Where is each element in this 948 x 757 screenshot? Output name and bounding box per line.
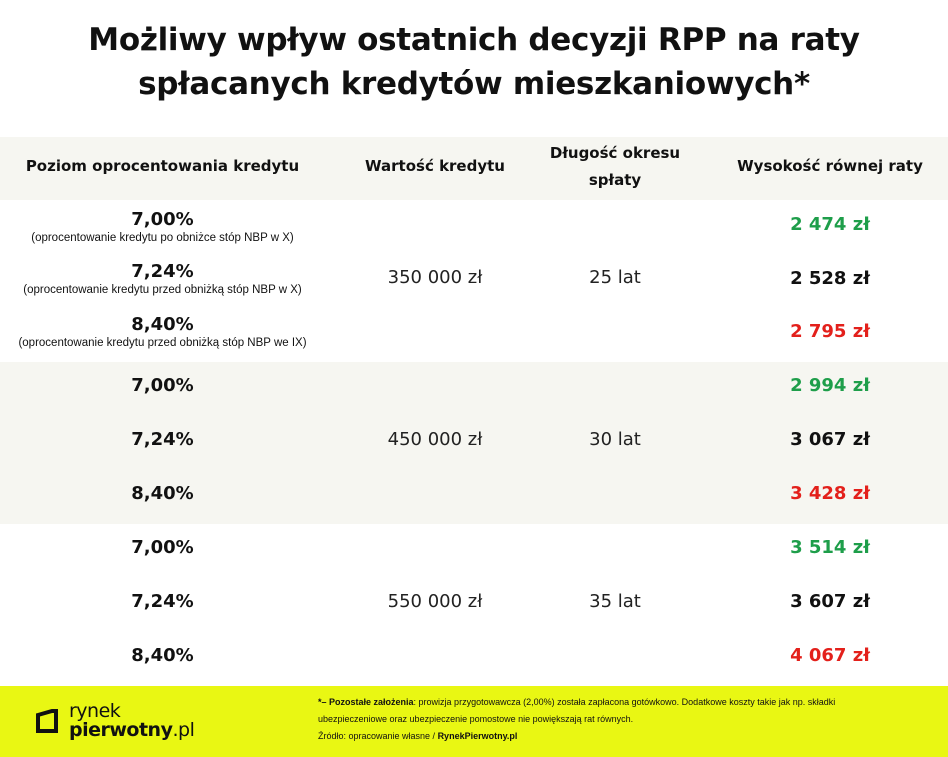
loan-amount: 450 000 zł [387, 429, 483, 450]
logo-brand-suffix: .pl [172, 719, 195, 741]
rate-value: 7,00% [131, 375, 194, 396]
installment-value: 2 474 zł [790, 214, 870, 235]
header-term-line2: spłaty [588, 171, 642, 189]
footnotes: *– Pozostałe założenia: prowizja przygot… [318, 694, 918, 745]
logo-text: rynek pierwotny.pl [69, 700, 195, 741]
table-row-rate: 7,24% [0, 429, 325, 451]
rate-value: 7,24% [131, 591, 194, 612]
logo-line-2: pierwotny.pl [69, 719, 195, 741]
assumptions-text-1: : prowizja przygotowawcza (2,00%) został… [413, 697, 836, 707]
installment-value: 2 994 zł [790, 375, 870, 396]
loan-term: 30 lat [589, 429, 641, 450]
header-amount: Wartość kredytu [365, 157, 505, 175]
footer: rynek pierwotny.pl *– Pozostałe założeni… [0, 686, 948, 757]
rate-value: 8,40% [131, 483, 194, 504]
table-group: 7,00% (oprocentowanie kredytu po obniżce… [0, 200, 948, 362]
table-group: 7,00% 7,24% 8,40% 550 000 zł 35 lat 3 51… [0, 524, 948, 686]
table-row-rate: 8,40% [0, 483, 325, 505]
assumptions-line-2: ubezpieczeniowe oraz ubezpieczenie pomos… [318, 714, 634, 724]
table-group: 7,00% 7,24% 8,40% 450 000 zł 30 lat 2 99… [0, 362, 948, 524]
rate-note: (oprocentowanie kredytu przed obniżką st… [18, 337, 307, 349]
loan-amount: 550 000 zł [387, 591, 483, 612]
rate-value: 7,24% [131, 261, 194, 282]
installment-value: 4 067 zł [790, 645, 870, 666]
table-row-rate: 7,00% (oprocentowanie kredytu po obniżce… [0, 209, 325, 246]
header-installment: Wysokość równej raty [737, 157, 923, 175]
installment-value: 3 514 zł [790, 537, 870, 558]
rate-value: 7,00% [131, 209, 194, 230]
header-rate: Poziom oprocentowania kredytu [25, 157, 300, 175]
table-header: Poziom oprocentowania kredytu Wartość kr… [0, 137, 948, 200]
rate-value: 8,40% [131, 314, 194, 335]
header-term: Długość okresu spłaty [520, 140, 710, 194]
source-label: Źródło: opracowanie własne / [318, 731, 438, 741]
installment-value: 3 067 zł [790, 429, 870, 450]
header-term-line1: Długość okresu [549, 144, 681, 162]
table-row-rate: 7,00% [0, 375, 325, 397]
table-row-rate: 8,40% (oprocentowanie kredytu przed obni… [0, 314, 325, 351]
assumptions-line-1: *– Pozostałe założenia: prowizja przygot… [318, 694, 918, 711]
logo-line-1: rynek [69, 700, 121, 722]
rate-value: 7,00% [131, 537, 194, 558]
installment-value: 3 428 zł [790, 483, 870, 504]
installment-value: 2 795 zł [790, 321, 870, 342]
title-line-2: spłacanych kredytów mieszkaniowych* [138, 66, 810, 102]
table-row-rate: 8,40% [0, 645, 325, 667]
logo-icon [36, 709, 58, 733]
loan-amount: 350 000 zł [387, 267, 483, 288]
table-row-rate: 7,24% [0, 591, 325, 613]
installment-value: 2 528 zł [790, 268, 870, 289]
installment-value: 3 607 zł [790, 591, 870, 612]
rate-note: (oprocentowanie kredytu przed obniżką st… [23, 284, 302, 296]
rate-value: 8,40% [131, 645, 194, 666]
logo-brand-bold: pierwotny [69, 719, 173, 741]
table-row-rate: 7,24% (oprocentowanie kredytu przed obni… [0, 261, 325, 298]
assumptions-label: *– Pozostałe założenia [318, 697, 414, 707]
loan-term: 35 lat [589, 591, 641, 612]
title-line-1: Możliwy wpływ ostatnich decyzji RPP na r… [88, 22, 860, 58]
page-title: Możliwy wpływ ostatnich decyzji RPP na r… [0, 18, 948, 106]
rate-value: 7,24% [131, 429, 194, 450]
source-name: RynekPierwotny.pl [437, 731, 518, 741]
source-line: Źródło: opracowanie własne / RynekPierwo… [318, 728, 918, 745]
table-row-rate: 7,00% [0, 537, 325, 559]
loan-term: 25 lat [589, 267, 641, 288]
rate-note: (oprocentowanie kredytu po obniżce stóp … [31, 232, 294, 244]
